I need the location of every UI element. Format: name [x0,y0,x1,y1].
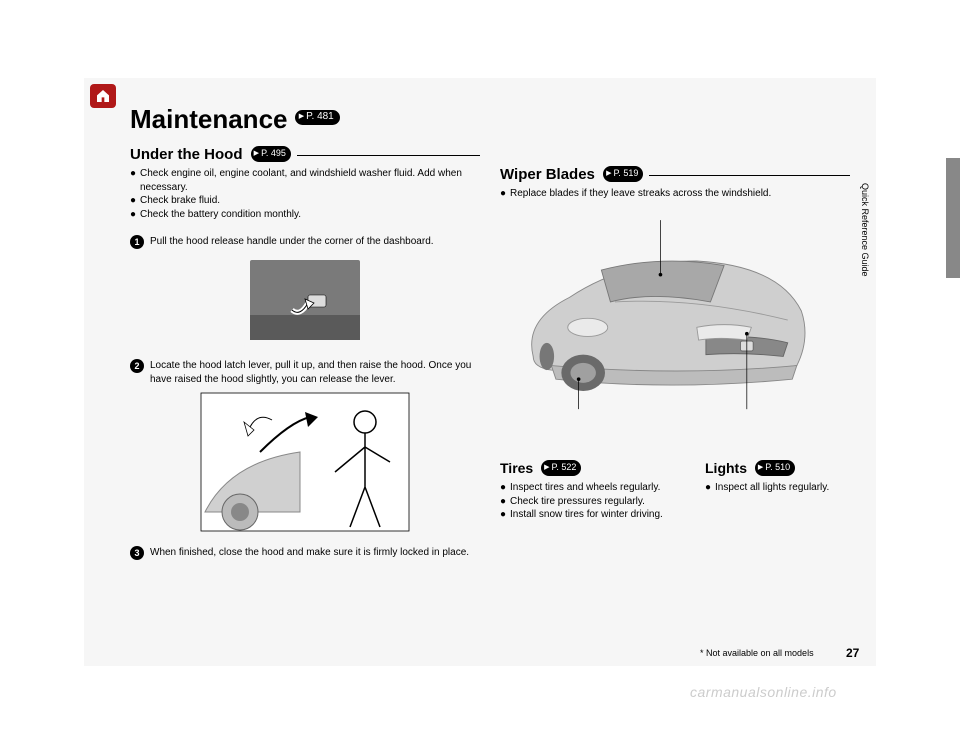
house-icon [95,88,111,104]
step-1: 1 Pull the hood release handle under the… [130,235,480,249]
tires-heading: Tires P. 522 [500,460,665,477]
page-ref-underhood[interactable]: P. 495 [251,146,291,162]
under-hood-heading: Under the Hood P. 495 [130,146,291,163]
page-title: Maintenance P. 481 [130,104,340,135]
tires-bullets: ●Inspect tires and wheels regularly. ●Ch… [500,481,665,522]
lights-section: Lights P. 510 ●Inspect all lights regula… [705,460,870,522]
bullet-text: Check engine oil, engine coolant, and wi… [140,167,480,194]
step-text: When finished, close the hood and make s… [150,546,469,560]
wiper-blades-section: Wiper Blades P. 519 ●Replace blades if t… [500,166,850,416]
wiper-bullets: ●Replace blades if they leave streaks ac… [500,187,850,201]
lower-right-sections: Tires P. 522 ●Inspect tires and wheels r… [500,460,870,522]
step-badge: 3 [130,546,144,560]
page-number: 27 [846,646,859,660]
bullet-text: Replace blades if they leave streaks acr… [510,187,771,201]
rule [297,155,480,156]
tires-section: Tires P. 522 ●Inspect tires and wheels r… [500,460,665,522]
page-ref-tires[interactable]: P. 522 [541,460,581,476]
watermark: carmanualsonline.info [690,684,950,744]
home-icon[interactable] [90,84,116,108]
lights-bullets: ●Inspect all lights regularly. [705,481,870,495]
step-3: 3 When finished, close the hood and make… [130,546,480,560]
page-ref-lights[interactable]: P. 510 [755,460,795,476]
step-text: Locate the hood latch lever, pull it up,… [150,359,480,386]
under-hood-bullets: ●Check engine oil, engine coolant, and w… [130,167,480,221]
lights-heading: Lights P. 510 [705,460,870,477]
step-badge: 2 [130,359,144,373]
bullet-text: Inspect all lights regularly. [715,481,829,495]
step-badge: 1 [130,235,144,249]
bullet-text: Inspect tires and wheels regularly. [510,481,660,495]
side-tab-shadow [946,158,960,278]
bullet-text: Install snow tires for winter driving. [510,508,663,522]
raise-hood-illustration [200,392,410,532]
car-illustration [500,211,830,411]
bullet-text: Check brake fluid. [140,194,220,208]
page-ref-wiper[interactable]: P. 519 [603,166,643,182]
under-the-hood-section: Under the Hood P. 495 ●Check engine oil,… [130,146,480,560]
bullet-text: Check tire pressures regularly. [510,495,645,509]
footnote: * Not available on all models [700,648,814,658]
bullet-text: Check the battery condition monthly. [140,208,301,222]
step-2: 2 Locate the hood latch lever, pull it u… [130,359,480,386]
wiper-heading: Wiper Blades P. 519 [500,166,643,183]
step-text: Pull the hood release handle under the c… [150,235,434,249]
side-tab-label: Quick Reference Guide [858,170,872,290]
page-ref-main[interactable]: P. 481 [295,110,340,125]
side-tabs [942,78,960,666]
page-title-text: Maintenance [130,104,288,134]
rule [649,175,850,176]
hood-release-illustration [230,255,380,345]
